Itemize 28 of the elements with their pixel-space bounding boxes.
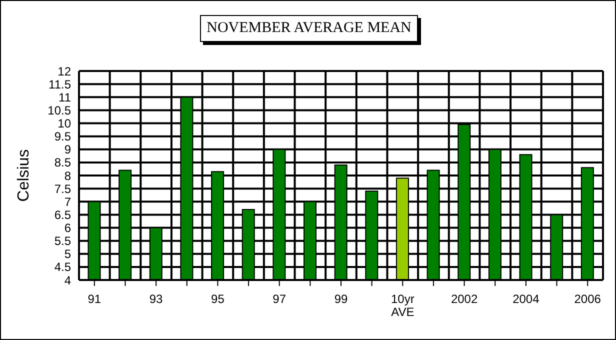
y-tick-label: 7.5 [54, 182, 72, 196]
y-tick-label: 6.5 [54, 208, 72, 222]
x-tick-label: 2002 [450, 292, 478, 306]
y-tick-label: 11 [58, 90, 72, 104]
x-tick-label: 91 [88, 292, 102, 306]
x-tick-label: 95 [211, 292, 225, 306]
y-tick-label: 5.5 [54, 234, 72, 248]
chart-title: NOVEMBER AVERAGE MEAN [200, 15, 418, 42]
y-tick-label: 8.5 [54, 156, 72, 170]
x-tick-label: 97 [272, 292, 286, 306]
y-tick-label: 8 [64, 168, 72, 183]
y-tick-label: 7 [64, 194, 72, 209]
x-tick-label: 2004 [512, 292, 540, 306]
x-tick-label: 99 [334, 292, 348, 306]
x-tick-label: 10yr AVE [390, 292, 414, 319]
y-tick-label: 6 [64, 221, 72, 236]
x-tick-label: 2006 [574, 292, 602, 306]
y-tick-label: 10.5 [48, 103, 72, 118]
y-tick-label: 10 [58, 116, 72, 131]
y-tick-label: 9 [64, 142, 72, 157]
x-tick-label: 93 [149, 292, 164, 306]
y-tick-label: 12 [58, 64, 72, 78]
y-tick-label: 5 [64, 247, 72, 262]
y-axis-title: Celsius [16, 149, 33, 202]
y-tick-label: 4 [64, 273, 72, 288]
y-tick-label: 4.5 [54, 260, 72, 274]
y-tick-label: 11.5 [48, 77, 72, 92]
y-tick-label: 9.5 [54, 130, 72, 144]
